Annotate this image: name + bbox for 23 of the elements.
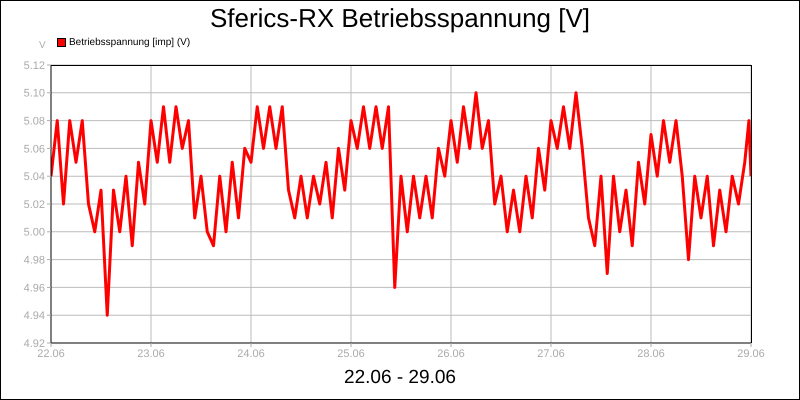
x-tick-label: 24.06 [237,348,265,360]
x-tick-label: 25.06 [337,348,365,360]
y-axis-title: V [39,40,46,51]
y-tick-label: 4.96 [24,282,45,294]
y-tick-label: 5.08 [24,116,45,128]
x-tick-label: 22.06 [37,348,65,360]
x-tick-label: 26.06 [437,348,465,360]
x-tick-label: 27.06 [537,348,565,360]
y-tick-label: 5.04 [24,171,45,184]
x-tick-label: 23.06 [137,348,165,360]
legend-label: Betriebsspannung [imp] (V) [68,37,190,48]
y-tick-label: 5.06 [24,143,45,156]
y-tick-label: 5.12 [24,60,45,72]
y-tick-label: 4.92 [24,338,45,350]
y-tick-label: 5.10 [24,88,45,100]
x-tick-label: 29.06 [737,348,765,360]
chart-title: Sferics-RX Betriebsspannung [V] [208,3,592,34]
y-tick-label: 5.02 [24,198,45,211]
x-tick-label: 28.06 [637,348,665,360]
y-tick-label: 5.00 [24,226,45,239]
x-axis-title: 22.06 - 29.06 [343,367,457,389]
y-tick-label: 4.98 [24,254,45,267]
y-tick-label: 4.94 [24,310,45,322]
